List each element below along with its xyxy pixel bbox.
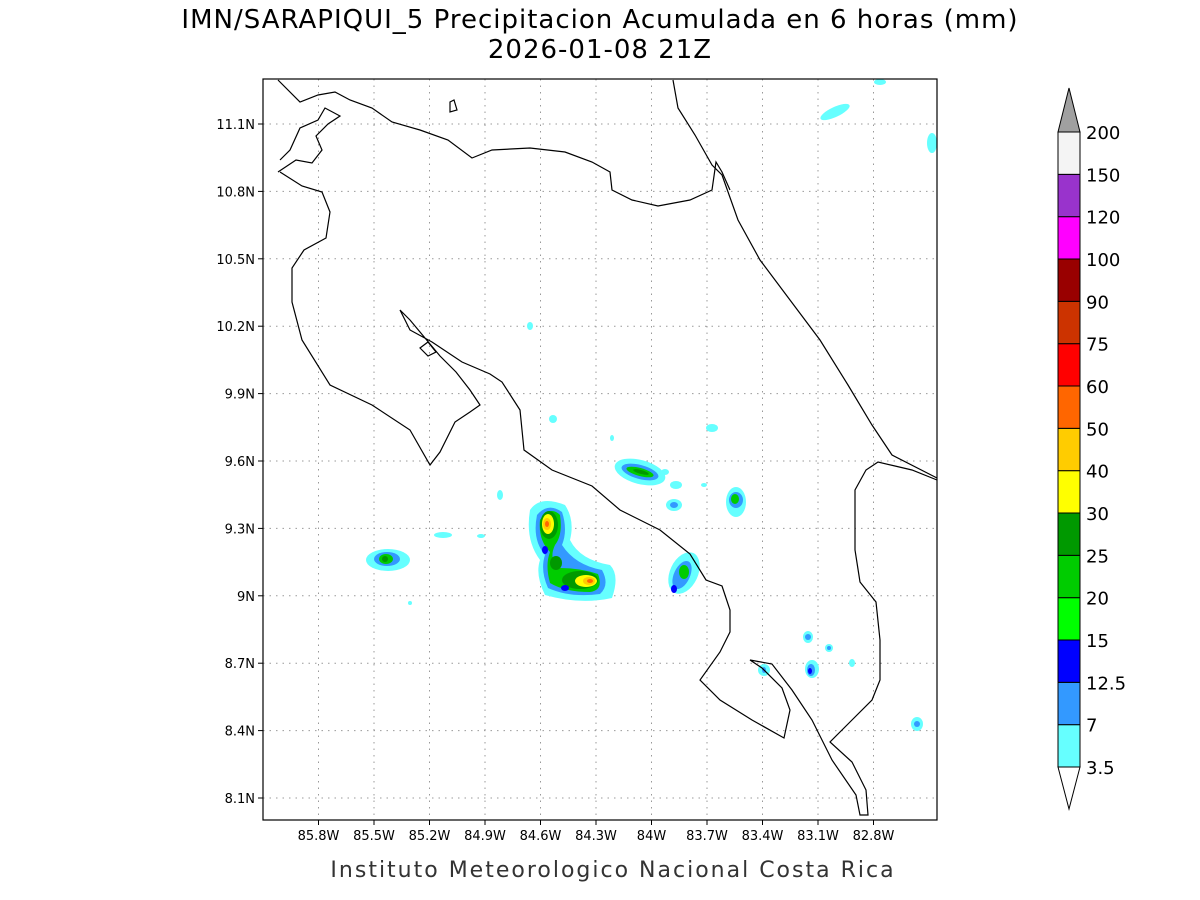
title: IMN/SARAPIQUI_5 Precipitacion Acumulada … <box>181 5 1018 35</box>
x-tick-label: 83.1W <box>797 829 839 844</box>
colorbar-label: 75 <box>1086 335 1109 356</box>
colorbar-label: 60 <box>1086 377 1109 398</box>
colorbar-box <box>1057 470 1081 514</box>
y-tick-label: 8.4N <box>225 725 255 740</box>
x-tick-label: 82.8W <box>853 829 895 844</box>
y-tick-label: 9.9N <box>225 388 255 403</box>
x-tick-label: 84.3W <box>575 829 617 844</box>
colorbar-label: 90 <box>1086 292 1109 313</box>
colorbar-box <box>1057 216 1081 260</box>
y-tick-label: 8.1N <box>225 792 255 807</box>
coastlines <box>277 79 938 816</box>
colorbar-box <box>1057 343 1081 387</box>
colorbar-label: 200 <box>1086 123 1120 144</box>
grid <box>263 79 937 820</box>
colorbar-box <box>1057 427 1081 472</box>
x-tick-label: 83.4W <box>742 829 784 844</box>
colorbar-label: 30 <box>1086 504 1109 525</box>
colorbar-box <box>1057 385 1081 429</box>
colorbar-box <box>1057 554 1081 599</box>
y-tick-label: 10.2N <box>216 320 255 335</box>
colorbar-box <box>1057 597 1081 641</box>
colorbar-label: 20 <box>1086 589 1109 610</box>
colorbar-box <box>1057 681 1081 726</box>
y-tick-label: 9.6N <box>225 455 255 470</box>
subtitle: 2026-01-08 21Z <box>488 35 712 65</box>
colorbar-label: 100 <box>1086 250 1120 271</box>
colorbar: 3.5 7 12.5 15 20 25 30 40 50 60 75 90 100 120 150 200 <box>1057 87 1126 811</box>
colorbar-label: 12.5 <box>1086 673 1126 694</box>
y-tick-label: 9.3N <box>225 522 255 537</box>
colorbar-label: 50 <box>1086 419 1109 440</box>
x-tick-label: 85.2W <box>409 829 451 844</box>
x-tick-label: 85.8W <box>298 829 340 844</box>
y-tick-label: 8.7N <box>225 657 255 672</box>
colorbar-under <box>1057 766 1081 811</box>
colorbar-box <box>1057 639 1081 683</box>
x-tick-label: 84W <box>637 829 667 844</box>
colorbar-box <box>1057 173 1081 218</box>
colorbar-box <box>1057 300 1081 345</box>
colorbar-label: 7 <box>1086 716 1097 737</box>
x-tick-label: 85.5W <box>353 829 395 844</box>
precip-field <box>366 79 937 731</box>
map-frame <box>262 78 938 821</box>
colorbar-box <box>1057 724 1081 768</box>
colorbar-box <box>1057 258 1081 302</box>
colorbar-label: 3.5 <box>1086 758 1115 779</box>
colorbar-label: 15 <box>1086 631 1109 652</box>
colorbar-label: 25 <box>1086 546 1109 567</box>
y-tick-label: 9N <box>237 590 255 605</box>
colorbar-box <box>1057 131 1081 175</box>
axis-ticks: 85.8W 85.5W 85.2W 84.9W 84.6W 84.3W 84W 83.7W 83… <box>216 118 894 844</box>
y-tick-label: 11.1N <box>216 118 255 133</box>
colorbar-over <box>1057 87 1081 133</box>
x-tick-label: 84.9W <box>464 829 506 844</box>
colorbar-label: 120 <box>1086 208 1120 229</box>
y-tick-label: 10.8N <box>216 185 255 200</box>
colorbar-box <box>1057 512 1081 556</box>
colorbar-label: 150 <box>1086 165 1120 186</box>
x-tick-label: 84.6W <box>520 829 562 844</box>
footer: Instituto Meteorologico Nacional Costa R… <box>330 858 895 883</box>
y-tick-label: 10.5N <box>216 253 255 268</box>
colorbar-label: 40 <box>1086 462 1109 483</box>
x-tick-label: 83.7W <box>686 829 728 844</box>
